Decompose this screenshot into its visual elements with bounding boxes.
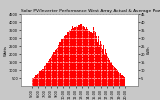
Bar [124,77,125,86]
Bar [113,66,114,86]
Bar [118,72,119,86]
Bar [58,45,59,86]
Bar [48,61,49,86]
Bar [66,35,67,86]
Bar [87,29,88,86]
Bar [115,68,116,86]
Bar [83,26,84,86]
Bar [121,75,122,86]
Bar [43,68,44,86]
Bar [74,27,75,86]
Bar [54,52,55,86]
Bar [88,31,89,86]
Bar [76,26,77,86]
Y-axis label: kWh: kWh [146,46,150,54]
Bar [97,42,98,86]
Bar [106,53,107,86]
Bar [47,63,48,86]
Bar [91,32,92,86]
Bar [72,26,73,86]
Bar [95,32,96,86]
Bar [75,27,76,86]
Bar [81,24,82,86]
Bar [96,36,97,86]
Bar [67,32,68,86]
Bar [85,29,86,86]
Bar [52,54,53,86]
Bar [36,75,37,86]
Bar [65,35,66,86]
Bar [61,39,62,86]
Bar [40,71,41,86]
Bar [57,48,58,86]
Bar [32,78,33,86]
Bar [69,30,70,86]
Bar [116,70,117,86]
Bar [38,73,39,86]
Bar [89,31,90,86]
Bar [101,44,102,86]
Bar [92,33,93,86]
Bar [68,32,69,86]
Bar [86,27,87,86]
Bar [107,56,108,86]
Bar [70,31,71,86]
Bar [51,56,52,86]
Bar [119,73,120,86]
Bar [63,38,64,86]
Bar [93,27,94,86]
Bar [109,60,110,86]
Bar [59,42,60,86]
Bar [62,39,63,86]
Bar [100,41,101,86]
Bar [73,28,74,86]
Bar [56,49,57,86]
Bar [110,62,111,86]
Bar [77,27,78,86]
Bar [112,65,113,86]
Bar [60,42,61,86]
Bar [41,70,42,86]
Bar [80,24,81,86]
Bar [94,31,95,86]
Bar [64,36,65,86]
Bar [108,58,109,86]
Bar [33,78,34,86]
Bar [34,77,35,86]
Bar [114,67,115,86]
Bar [53,52,54,86]
Bar [102,50,103,86]
Bar [103,45,104,86]
Bar [105,49,106,86]
Bar [122,75,123,86]
Bar [50,58,51,86]
Bar [39,72,40,86]
Bar [98,36,99,86]
Bar [78,26,79,86]
Bar [117,70,118,86]
Bar [82,26,83,86]
Bar [45,65,46,86]
Bar [55,50,56,86]
Bar [44,66,45,86]
Bar [84,27,85,86]
Text: Solar PV/Inverter Performance West Array Actual & Average Power Output: Solar PV/Inverter Performance West Array… [21,9,160,13]
Bar [90,32,91,86]
Bar [35,75,36,86]
Bar [123,76,124,86]
Bar [104,54,105,86]
Bar [46,63,47,86]
Bar [120,73,121,86]
Y-axis label: Watts: Watts [4,44,8,56]
Bar [49,59,50,86]
Bar [71,29,72,86]
Bar [111,62,112,86]
Bar [37,74,38,86]
Bar [99,38,100,86]
Bar [42,69,43,86]
Bar [79,25,80,86]
